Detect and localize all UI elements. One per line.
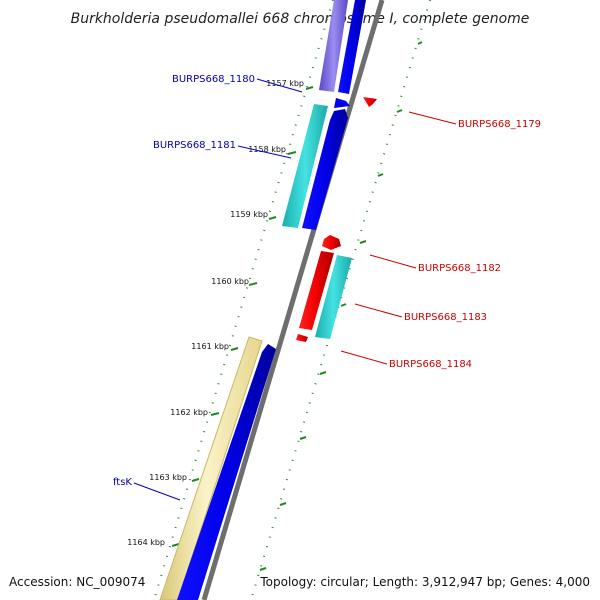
tick-1164 (171, 543, 180, 547)
cds-reverse-1182-head[interactable] (322, 235, 341, 250)
leader-1183 (354, 303, 403, 318)
tick-label-1158: 1158 kbp (248, 145, 286, 154)
tick-label-1163: 1163 kbp (149, 473, 187, 482)
leader-1184 (340, 350, 388, 365)
leader-1181 (237, 145, 292, 159)
tick-label-1162: 1162 kbp (170, 408, 208, 417)
tick-label-1157: 1157 kbp (266, 79, 304, 88)
tick-1161 (230, 347, 239, 351)
gene-label-burps668-1183[interactable]: BURPS668_1183 (404, 312, 487, 323)
genome-summary-text: Topology: circular; Length: 3,912,947 bp… (259, 575, 590, 589)
gene-label-ftsk[interactable]: ftsK (113, 477, 132, 488)
cds-forward-ftsK[interactable] (177, 344, 276, 600)
cds-forward-1181[interactable] (302, 109, 348, 230)
cds-forward-1180[interactable] (338, 0, 366, 94)
cds-reverse-1184[interactable] (296, 334, 308, 342)
leader-1180 (256, 78, 303, 93)
cds-arrow-1180-head[interactable] (334, 98, 350, 108)
tick-label-1160: 1160 kbp (211, 277, 249, 286)
cds-band-cyan-1183[interactable] (315, 255, 352, 339)
left-gene-labels: BURPS668_1180 BURPS668_1181 ftsK (113, 74, 303, 501)
accession-text: Accession: NC_009074 (9, 575, 145, 589)
leader-1179 (408, 111, 457, 125)
cds-reverse-1179[interactable] (363, 97, 377, 107)
leader-ftsk (133, 482, 181, 501)
right-gene-labels: BURPS668_1179 BURPS668_1182 BURPS668_118… (340, 111, 541, 370)
tick-1159 (268, 216, 277, 220)
gene-label-burps668-1180[interactable]: BURPS668_1180 (172, 74, 255, 85)
tick-label-1164: 1164 kbp (127, 538, 165, 547)
cds-band-purple-1180[interactable] (319, 0, 348, 92)
tick-label-1159: 1159 kbp (230, 210, 268, 219)
tick-label-1161: 1161 kbp (191, 342, 229, 351)
gene-label-burps668-1182[interactable]: BURPS668_1182 (418, 263, 501, 274)
leader-1182 (369, 254, 417, 269)
cds-band-yellow-ftsK[interactable] (159, 336, 263, 600)
right-ring-ticks (259, 41, 423, 571)
tick-1163 (191, 478, 200, 482)
scale-ring-left (153, 0, 334, 600)
gene-label-burps668-1179[interactable]: BURPS668_1179 (458, 119, 541, 130)
cds-band-cyan-1181[interactable] (282, 104, 328, 228)
gene-label-burps668-1181[interactable]: BURPS668_1181 (153, 140, 236, 151)
tick-1160 (248, 282, 258, 286)
tick-labels: 1157 kbp 1158 kbp 1159 kbp 1160 kbp 1161… (127, 79, 304, 547)
tick-1157 (305, 86, 314, 90)
tick-1162 (210, 412, 220, 416)
tick-1158 (287, 151, 297, 155)
chromosome-backbone (201, 0, 385, 600)
gene-label-burps668-1184[interactable]: BURPS668_1184 (389, 359, 472, 370)
left-ring-ticks (171, 86, 314, 547)
map-title: Burkholderia pseudomallei 668 chromosome… (71, 11, 530, 27)
cds-reverse-1182[interactable] (299, 251, 334, 330)
